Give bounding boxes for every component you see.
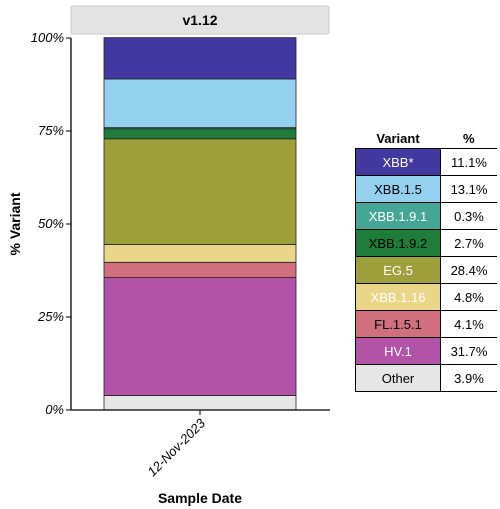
legend-row: XBB.1.5 13.1% bbox=[355, 175, 497, 203]
facet-strip: v1.12 bbox=[70, 5, 330, 35]
legend-variant-swatch: XBB.1.9.1 bbox=[355, 202, 441, 230]
legend-variant-percent: 28.4% bbox=[440, 256, 497, 284]
legend-variant-swatch: Other bbox=[355, 364, 441, 392]
legend-row: XBB* 11.1% bbox=[355, 148, 497, 176]
legend-variant-swatch: FL.1.5.1 bbox=[355, 310, 441, 338]
legend-variant-swatch: HV.1 bbox=[355, 337, 441, 365]
x-axis: 12-Nov-2023 bbox=[71, 409, 330, 479]
legend-variant-percent: 0.3% bbox=[440, 202, 497, 230]
legend-row: HV.1 31.7% bbox=[355, 337, 497, 365]
legend-variant-swatch: XBB.1.16 bbox=[355, 283, 441, 311]
legend-row: XBB.1.16 4.8% bbox=[355, 283, 497, 311]
bar-segment-eg-5 bbox=[103, 138, 297, 245]
legend-variant-swatch: EG.5 bbox=[355, 256, 441, 284]
bar-segment-other bbox=[103, 395, 297, 411]
legend-row: Other 3.9% bbox=[355, 364, 497, 392]
bar-segment-xbb-1-9-2 bbox=[103, 128, 297, 140]
legend-variant-percent: 4.1% bbox=[440, 310, 497, 338]
bar-segment-xbb bbox=[103, 37, 297, 80]
facet-strip-label: v1.12 bbox=[182, 12, 217, 28]
bar-segment-xbb-1-16 bbox=[103, 244, 297, 263]
legend-row: XBB.1.9.2 2.7% bbox=[355, 229, 497, 257]
legend-rows: XBB* 11.1% XBB.1.5 13.1% XBB.1.9.1 0.3% XBB.1.… bbox=[355, 148, 497, 392]
legend-variant-percent: 13.1% bbox=[440, 175, 497, 203]
legend-header-row: Variant % bbox=[355, 128, 497, 149]
facet-strip-background bbox=[70, 5, 330, 35]
x-tick-label: 12-Nov-2023 bbox=[144, 415, 208, 479]
variant-legend-table: Variant % XBB* 11.1% XBB.1.5 13.1% XBB.1.9.1… bbox=[355, 128, 497, 392]
y-tick-label: 25% bbox=[37, 309, 64, 324]
legend-row: EG.5 28.4% bbox=[355, 256, 497, 284]
bar-segments bbox=[103, 37, 297, 411]
y-tick-label: 100% bbox=[31, 30, 64, 45]
legend-row: FL.1.5.1 4.1% bbox=[355, 310, 497, 338]
y-tick-label: 75% bbox=[38, 123, 64, 138]
bar-segment-fl-1-5-1 bbox=[103, 261, 297, 278]
legend-variant-percent: 31.7% bbox=[440, 337, 497, 365]
bar-segment-xbb-1-5 bbox=[103, 78, 297, 129]
x-axis-title: Sample Date bbox=[158, 490, 242, 506]
y-tick-label: 0% bbox=[45, 402, 64, 417]
y-axis-title: % Variant bbox=[7, 192, 23, 255]
legend-variant-percent: 4.8% bbox=[440, 283, 497, 311]
legend-variant-percent: 3.9% bbox=[440, 364, 497, 392]
legend-header-variant: Variant bbox=[355, 128, 441, 149]
bar-segment-hv-1 bbox=[103, 277, 297, 396]
y-axis: 0% 25% 50% 75% 100% bbox=[31, 30, 72, 417]
legend-row: XBB.1.9.1 0.3% bbox=[355, 202, 497, 230]
legend-variant-swatch: XBB.1.9.2 bbox=[355, 229, 441, 257]
legend-variant-swatch: XBB* bbox=[355, 148, 441, 176]
y-tick-label: 50% bbox=[38, 216, 64, 231]
legend-variant-percent: 11.1% bbox=[440, 148, 497, 176]
legend-variant-percent: 2.7% bbox=[440, 229, 497, 257]
legend-variant-swatch: XBB.1.5 bbox=[355, 175, 441, 203]
legend-header-percent: % bbox=[440, 128, 497, 149]
